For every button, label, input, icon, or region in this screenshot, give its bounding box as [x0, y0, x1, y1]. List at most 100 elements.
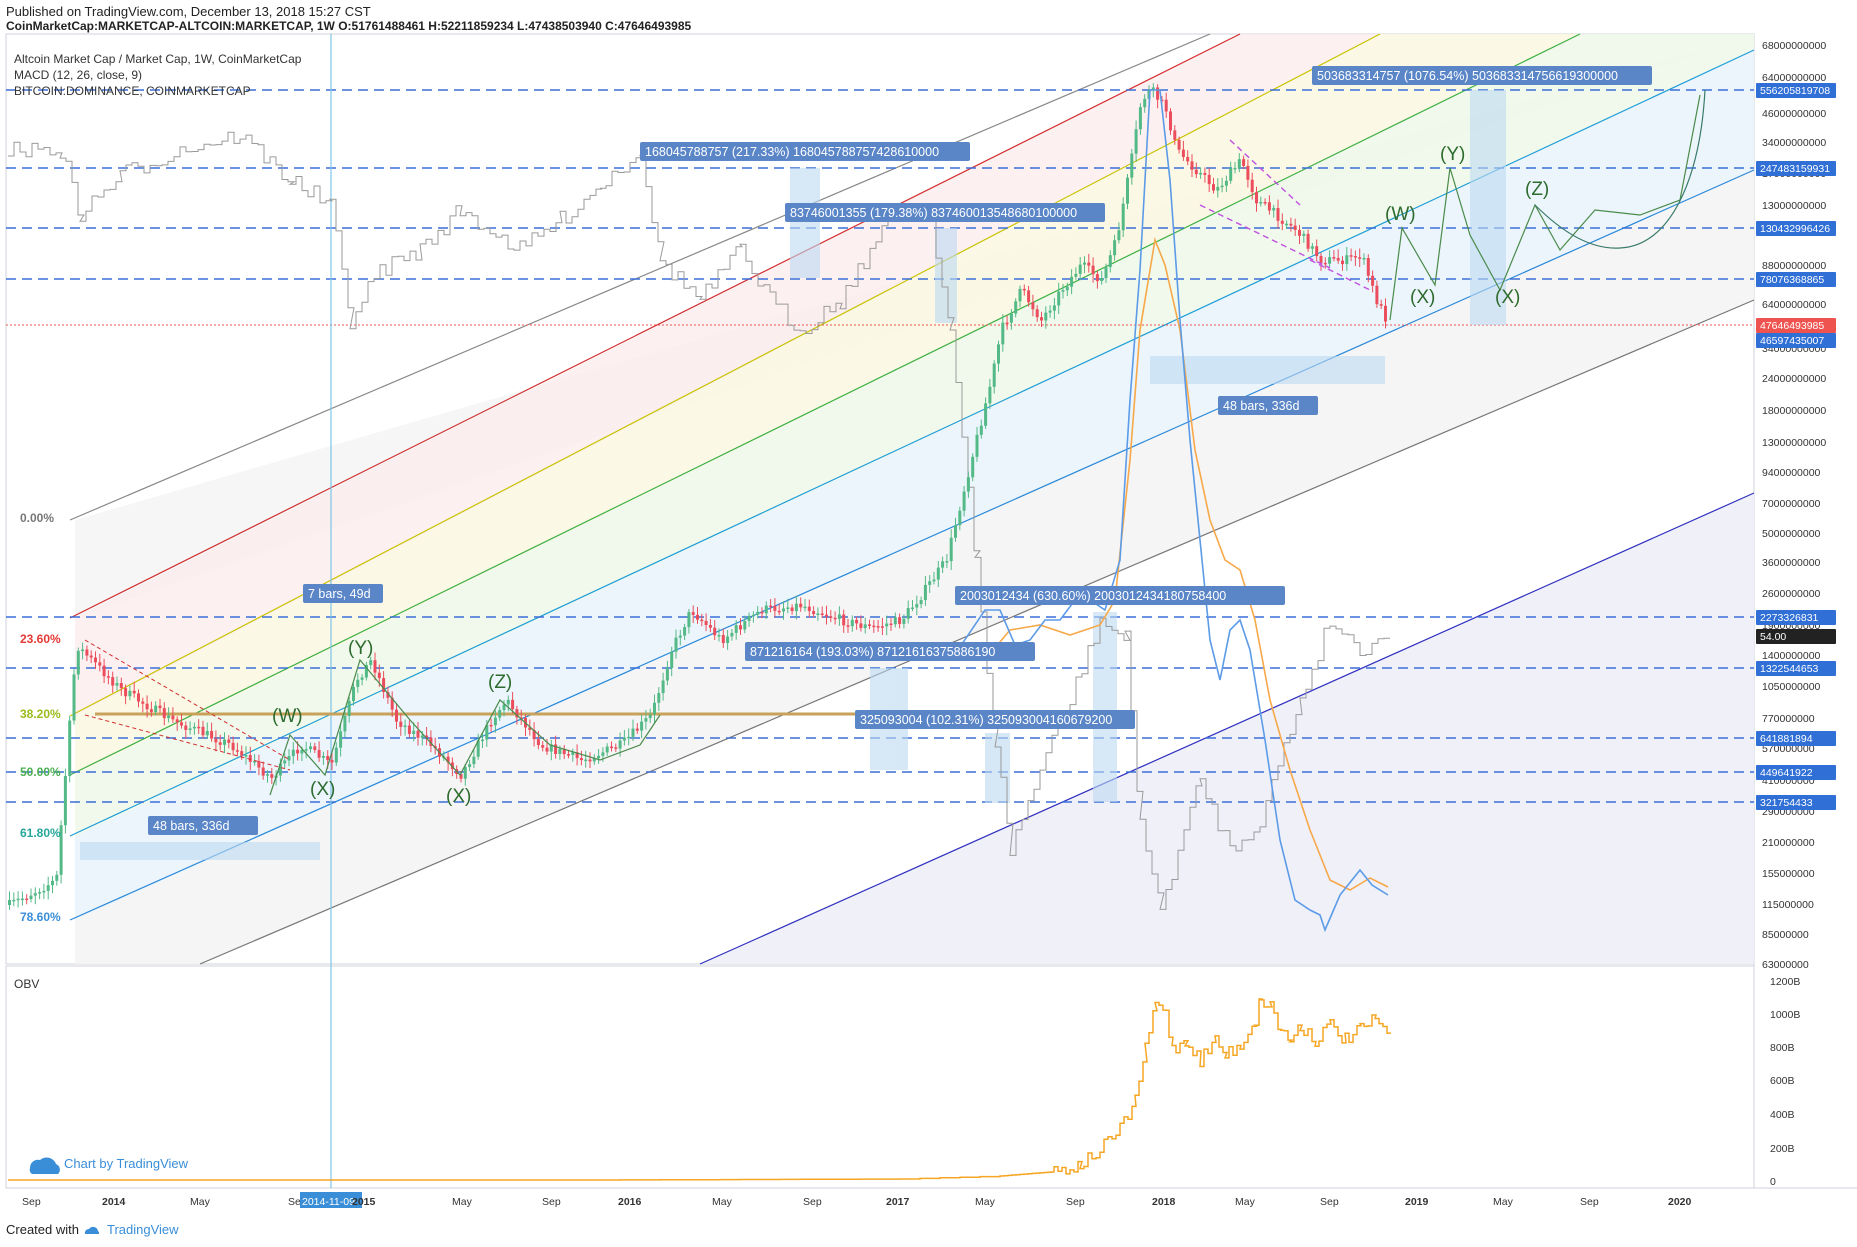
- candle-body: [825, 614, 828, 617]
- candle-body: [678, 635, 682, 638]
- candle-body: [734, 625, 738, 633]
- price-tick-label: 1050000000: [1762, 681, 1821, 693]
- candle-body: [12, 899, 16, 902]
- candle-body: [614, 747, 618, 749]
- bitcoin-dominance-line: [8, 131, 1390, 910]
- candle-body: [403, 725, 407, 728]
- candle-body: [420, 735, 424, 738]
- candle-body: [790, 607, 794, 612]
- candle-body: [1199, 172, 1203, 175]
- candle-body: [270, 774, 274, 778]
- fib-level-label: 50.00%: [20, 765, 61, 779]
- candle-body: [949, 537, 953, 562]
- candle-body: [51, 880, 54, 886]
- wave-label: (X): [1410, 287, 1435, 308]
- time-tick-label: 2015: [352, 1196, 376, 1208]
- candle-body: [760, 611, 764, 614]
- candle-body: [145, 703, 149, 710]
- candle-body: [713, 627, 717, 636]
- candle-body: [180, 722, 183, 726]
- candle-body: [708, 624, 712, 628]
- candle-body: [300, 749, 304, 754]
- candle-body: [395, 709, 398, 722]
- wave-label: (X): [1495, 287, 1520, 308]
- obv-tick-label: 600B: [1770, 1075, 1795, 1087]
- candle-body: [334, 747, 338, 763]
- candle-body: [352, 686, 355, 702]
- candle-body: [588, 759, 592, 762]
- time-tick-label: 2018: [1152, 1196, 1176, 1208]
- candle-body: [223, 739, 226, 745]
- candle-body: [1366, 258, 1370, 276]
- measure-badge: [785, 203, 1105, 222]
- candle-body: [1181, 149, 1185, 158]
- candle-body: [1263, 201, 1267, 204]
- triangle-pattern: [1199, 139, 1371, 291]
- candle-body: [412, 730, 416, 734]
- candle-body: [880, 626, 884, 628]
- candle-body: [59, 825, 63, 875]
- horizontal-levels[interactable]: [6, 89, 1754, 803]
- price-tick-label: 24000000000: [1762, 373, 1826, 385]
- candle-body: [29, 895, 33, 900]
- candle-body: [820, 613, 824, 615]
- candle-body: [214, 738, 218, 743]
- price-tick-label: 64000000000: [1762, 72, 1826, 84]
- tradingview-watermark[interactable]: Chart by TradingView: [29, 1156, 189, 1174]
- candle-body: [1091, 265, 1095, 275]
- price-badge-text: 2273326831: [1760, 612, 1819, 624]
- wave-label: (Y): [1440, 144, 1465, 165]
- candle-body: [850, 619, 854, 627]
- obv-axis[interactable]: 1200B 1000B 800B 600B 400B 200B 0: [1770, 976, 1800, 1188]
- candle-body: [506, 699, 510, 705]
- candle-body: [696, 614, 699, 620]
- fib-level-label: 38.20%: [20, 707, 61, 721]
- candle-body: [167, 715, 171, 719]
- candle-body: [764, 605, 768, 614]
- candle-body: [468, 764, 472, 768]
- footer-brand[interactable]: TradingView: [106, 1222, 179, 1237]
- candle-body: [1289, 223, 1293, 226]
- time-tick-label: May: [190, 1196, 211, 1208]
- candle-body: [567, 754, 570, 756]
- candle-body: [235, 750, 239, 752]
- price-tick-label: 18000000000: [1762, 405, 1826, 417]
- measure-badge: [303, 584, 383, 603]
- price-axis[interactable]: 68000000000 64000000000 46000000000 3400000…: [1762, 40, 1826, 971]
- candle-body: [1005, 322, 1009, 325]
- obv-pane[interactable]: [5, 965, 1755, 1189]
- candle-body: [739, 625, 742, 630]
- candle-body: [631, 728, 635, 737]
- candle-body: [665, 668, 669, 681]
- candle-body: [721, 635, 725, 644]
- cloud-icon: [29, 1157, 60, 1174]
- price-badge-bg: [1756, 795, 1836, 810]
- candle-body: [55, 874, 59, 881]
- candle-body: [1332, 257, 1336, 259]
- candle-body: [911, 607, 914, 609]
- candle-body: [1298, 229, 1301, 236]
- candle-body: [1186, 157, 1190, 162]
- time-tick-label: May: [1493, 1196, 1514, 1208]
- candle-body: [429, 737, 433, 746]
- candle-body: [102, 665, 106, 677]
- candle-body: [1323, 262, 1327, 265]
- measure-badge: [1312, 66, 1652, 85]
- candle-body: [132, 690, 136, 694]
- candle-body: [1074, 273, 1078, 277]
- time-cursor-label: 2014-11-09: [302, 1196, 355, 1208]
- candle-body: [227, 739, 231, 743]
- candle-body: [1246, 165, 1250, 180]
- candle-body: [1203, 172, 1207, 175]
- candle-body: [1250, 179, 1254, 193]
- candle-body: [1070, 276, 1074, 287]
- candle-body: [644, 718, 648, 722]
- candle-body: [20, 898, 24, 901]
- price-badge-text: 46597435007: [1760, 335, 1824, 347]
- candle-body: [511, 699, 515, 710]
- candle-body: [68, 720, 72, 776]
- price-badge-text: 321754433: [1760, 797, 1813, 809]
- candle-body: [1040, 317, 1043, 321]
